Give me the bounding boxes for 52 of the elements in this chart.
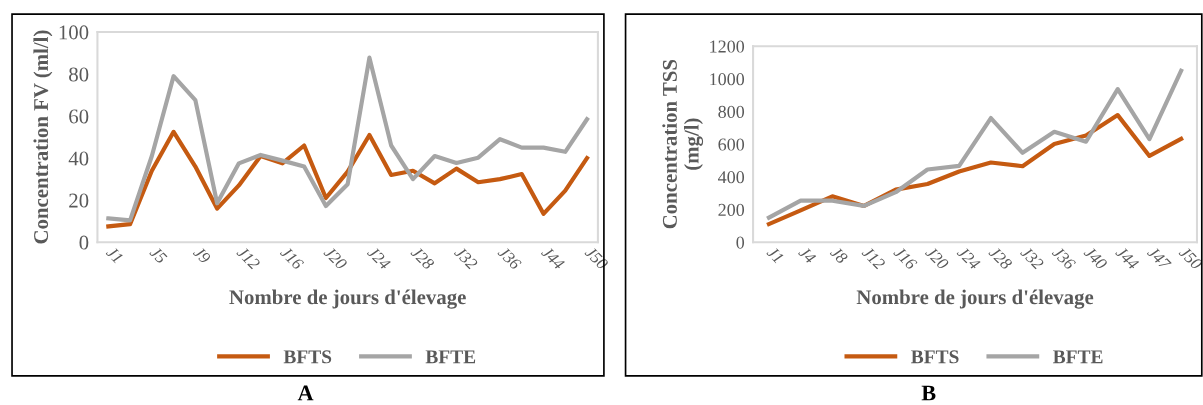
legend-label: BFTE bbox=[425, 350, 476, 364]
y-tick-label: 600 bbox=[718, 138, 745, 151]
x-tick-label: J50 bbox=[584, 245, 609, 271]
x-tick-label: J16 bbox=[279, 245, 305, 271]
y-axis-title: Concentration FV (ml/l) bbox=[33, 30, 53, 244]
y-tick-label: 20 bbox=[69, 193, 89, 208]
x-tick-label: J1 bbox=[766, 245, 784, 264]
x-tick-label: J28 bbox=[410, 245, 435, 271]
x-tick-label: J1 bbox=[105, 245, 124, 264]
x-tick-label: J24 bbox=[366, 245, 392, 271]
line-series bbox=[766, 68, 1184, 220]
legend-label: BFTS bbox=[283, 350, 332, 364]
x-tick-label: J20 bbox=[924, 245, 950, 271]
x-tick-label: J32 bbox=[1019, 245, 1045, 271]
x-tick-label: J44 bbox=[1114, 245, 1140, 271]
y-tick-label: 200 bbox=[718, 203, 745, 216]
y-tick-label: 400 bbox=[718, 171, 745, 184]
x-tick-label: J5 bbox=[149, 245, 168, 265]
line-series bbox=[106, 55, 590, 223]
y-axis-title: Concentration TSS (mg/l) bbox=[662, 59, 704, 229]
x-tick-label: J32 bbox=[453, 245, 479, 271]
x-tick-label: J40 bbox=[1083, 245, 1108, 271]
legend-label: BFTS bbox=[911, 350, 959, 364]
x-tick-label: J12 bbox=[236, 245, 261, 271]
x-tick-label: J36 bbox=[497, 245, 522, 271]
x-tick-label: J47 bbox=[1146, 245, 1172, 271]
legend-label: BFTE bbox=[1053, 350, 1103, 364]
y-tick-label: 60 bbox=[69, 109, 89, 124]
x-tick-label: J16 bbox=[892, 245, 918, 271]
x-tick-label: J50 bbox=[1178, 245, 1203, 271]
text: B bbox=[921, 385, 936, 401]
x-tick-label: J24 bbox=[956, 245, 981, 271]
y-tick-label: 800 bbox=[718, 105, 745, 118]
y-tick-label: 0 bbox=[736, 236, 745, 249]
x-axis-title: Nombre de jours d'élevage bbox=[856, 289, 1094, 309]
y-tick-label: 100 bbox=[59, 25, 89, 40]
x-tick-label: J8 bbox=[829, 245, 849, 265]
x-tick-label: J4 bbox=[797, 245, 817, 265]
x-tick-label: J12 bbox=[861, 245, 886, 271]
x-tick-label: J9 bbox=[192, 245, 212, 265]
y-tick-label: 1000 bbox=[710, 73, 745, 86]
y-tick-label: 80 bbox=[69, 67, 89, 82]
text: A bbox=[297, 385, 314, 401]
y-tick-label: 0 bbox=[79, 235, 89, 250]
y-tick-label: 1200 bbox=[710, 40, 745, 53]
x-tick-label: J44 bbox=[540, 245, 566, 271]
x-tick-label: J20 bbox=[323, 245, 348, 271]
y-tick-label: 40 bbox=[68, 151, 89, 166]
x-tick-label: J28 bbox=[988, 245, 1013, 271]
x-axis-title: Nombre de jours d'élevage bbox=[229, 289, 466, 309]
line-series bbox=[106, 129, 590, 229]
x-tick-label: J36 bbox=[1051, 245, 1077, 271]
